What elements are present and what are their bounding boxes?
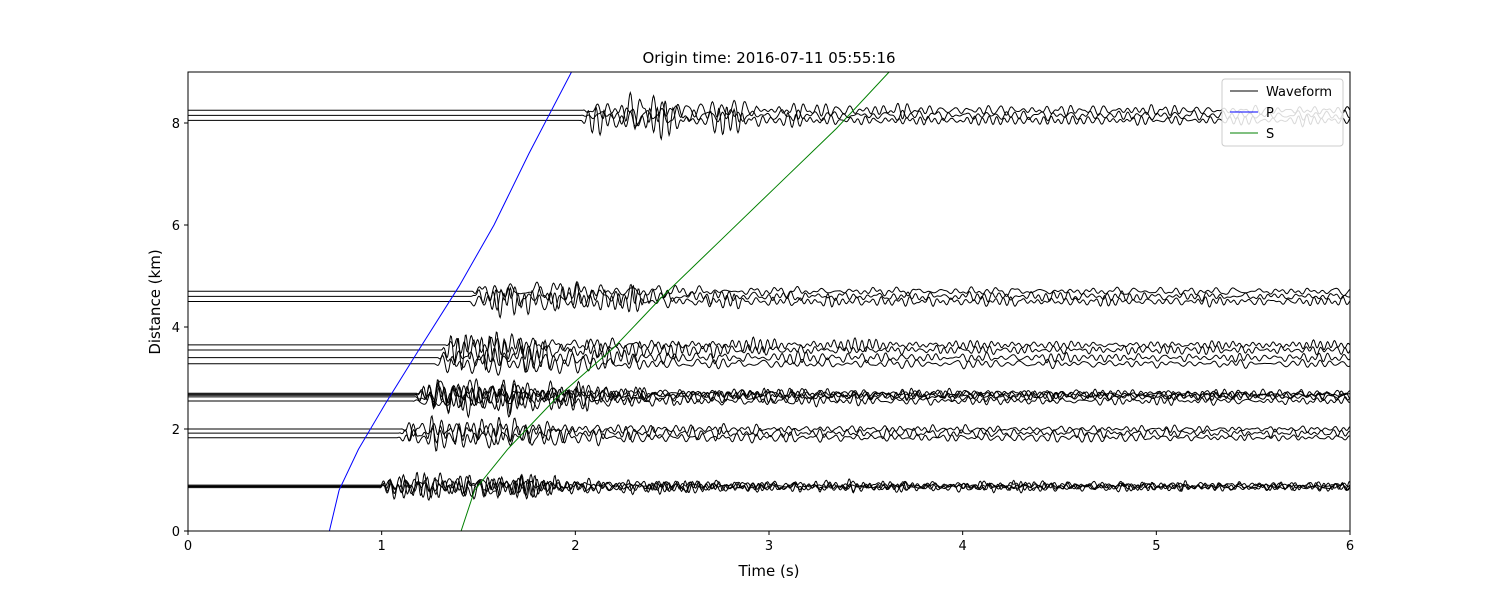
waveform-trace xyxy=(188,426,1350,449)
chart-title: Origin time: 2016-07-11 05:55:16 xyxy=(642,49,895,67)
legend-label-s: S xyxy=(1266,127,1274,142)
y-tick-label: 2 xyxy=(172,423,180,438)
waveform-trace xyxy=(188,331,1350,371)
waveform-trace xyxy=(188,100,1350,141)
waveform-trace xyxy=(188,471,1350,502)
waveform-trace xyxy=(188,417,1350,443)
waveform-trace xyxy=(188,379,1350,418)
waveform-trace xyxy=(188,414,1350,452)
waveform-trace xyxy=(188,352,1350,376)
x-tick-label: 0 xyxy=(184,539,192,554)
legend-box xyxy=(1221,78,1344,147)
x-tick-label: 2 xyxy=(571,539,579,554)
x-tick-label: 5 xyxy=(1152,539,1160,554)
legend-label-waveform: Waveform xyxy=(1266,85,1332,100)
x-tick-label: 4 xyxy=(959,539,967,554)
y-tick-label: 6 xyxy=(172,219,180,234)
p-arrival-curve xyxy=(328,72,572,531)
x-tick-label: 3 xyxy=(765,539,773,554)
waveform-trace xyxy=(188,103,1350,127)
y-axis-label: Distance (km) xyxy=(146,249,164,354)
waveform-trace xyxy=(188,379,1350,415)
x-tick-label: 6 xyxy=(1346,539,1354,554)
y-tick-label: 8 xyxy=(172,117,180,132)
arrival-curves xyxy=(328,72,890,531)
y-axis-ticks: 0 2 4 6 8 xyxy=(172,117,188,540)
s-arrival-curve xyxy=(460,72,890,531)
waveform-trace xyxy=(188,332,1350,356)
waveform-traces xyxy=(188,90,1350,502)
x-axis-ticks: 0 1 2 3 4 5 6 xyxy=(184,531,1354,554)
y-tick-label: 0 xyxy=(172,525,180,540)
x-tick-label: 1 xyxy=(378,539,386,554)
waveform-trace xyxy=(188,377,1350,407)
legend-label-p: P xyxy=(1266,106,1274,121)
waveform-trace xyxy=(188,284,1350,320)
waveform-trace xyxy=(188,280,1350,302)
legend: Waveform P S xyxy=(1221,78,1344,147)
waveform-trace xyxy=(188,338,1350,373)
waveform-trace xyxy=(188,472,1350,499)
waveform-trace xyxy=(188,90,1350,131)
y-tick-label: 4 xyxy=(172,321,180,336)
x-axis-label: Time (s) xyxy=(738,562,800,580)
waveform-trace xyxy=(188,282,1350,312)
